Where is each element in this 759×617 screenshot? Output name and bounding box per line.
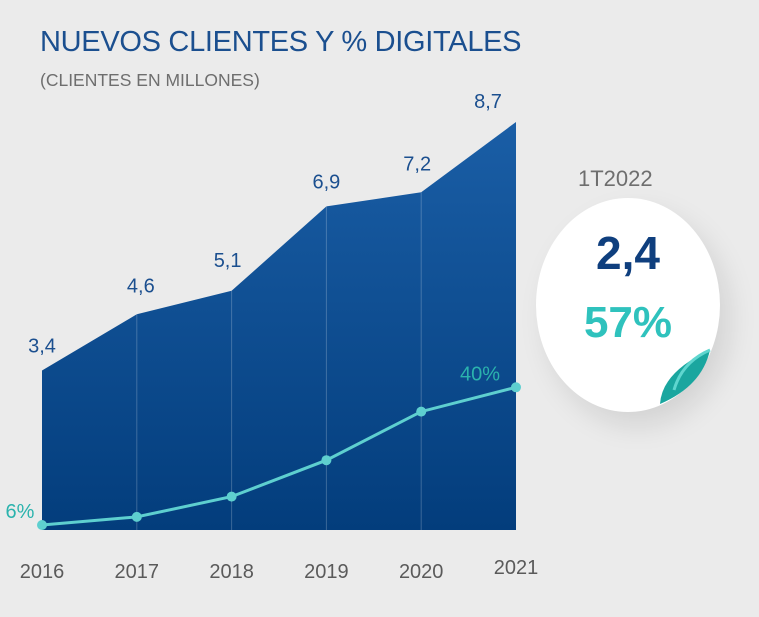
year-tick-label: 2020 bbox=[399, 561, 444, 583]
digital-percent-point bbox=[37, 520, 47, 530]
clients-value-label: 3,4 bbox=[28, 336, 56, 358]
digital-percent-point bbox=[416, 406, 427, 417]
year-tick-label: 2021 bbox=[494, 557, 539, 579]
clients-value-label: 4,6 bbox=[127, 275, 155, 297]
digital-percent-point bbox=[321, 455, 332, 466]
highlight-badge: 2,4 57% bbox=[536, 198, 720, 412]
clients-value-label: 8,7 bbox=[474, 91, 502, 113]
clients-value-label: 5,1 bbox=[214, 250, 242, 272]
digital-percent-line bbox=[41, 385, 517, 527]
clients-value-label: 6,9 bbox=[312, 171, 340, 193]
clients-area bbox=[42, 122, 516, 530]
year-tick-label: 2019 bbox=[304, 561, 349, 583]
year-tick-label: 2017 bbox=[115, 561, 160, 583]
digital-percent-point bbox=[131, 511, 142, 522]
year-tick-label: 2018 bbox=[209, 561, 254, 583]
year-tick-label: 2016 bbox=[20, 561, 65, 583]
highlight-percent: 57% bbox=[583, 298, 673, 347]
page-curl-icon bbox=[660, 348, 711, 404]
digital-percent-label: 40% bbox=[460, 363, 500, 385]
clients-value-label: 7,2 bbox=[403, 153, 431, 175]
highlight-value: 2,4 bbox=[596, 227, 660, 279]
digital-percent-point bbox=[511, 382, 521, 393]
chart-title: NUEVOS CLIENTES Y % DIGITALES bbox=[40, 26, 522, 58]
chart-subtitle: (CLIENTES EN MILLONES) bbox=[40, 70, 260, 90]
digital-percent-label: 6% bbox=[6, 501, 35, 523]
highlight-period-label: 1T2022 bbox=[578, 166, 653, 191]
digital-percent-point bbox=[226, 491, 237, 502]
